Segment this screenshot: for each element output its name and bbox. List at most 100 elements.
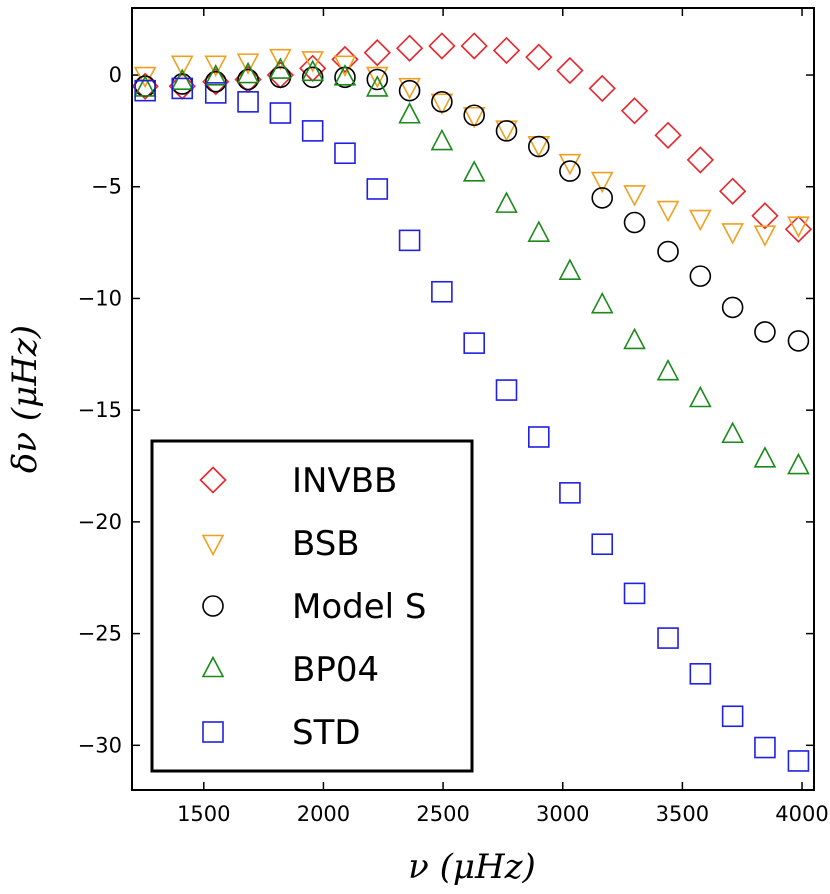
data-point xyxy=(657,240,679,263)
legend-item: STD xyxy=(202,713,361,753)
data-point xyxy=(170,68,194,91)
y-tick-label: −20 xyxy=(78,510,122,534)
data-point xyxy=(460,32,488,60)
data-point xyxy=(463,104,485,127)
y-axis-label: δν (μHz) xyxy=(5,325,45,473)
data-point xyxy=(784,215,813,243)
data-point xyxy=(495,120,518,142)
data-point xyxy=(719,177,747,205)
data-point xyxy=(366,68,389,91)
data-point xyxy=(623,327,646,350)
data-point xyxy=(689,385,712,408)
data-point xyxy=(431,91,453,113)
data-point xyxy=(428,32,456,60)
data-point xyxy=(623,582,646,605)
legend-marker xyxy=(201,534,225,557)
data-point xyxy=(525,43,553,71)
data-point xyxy=(657,627,679,649)
data-point xyxy=(366,178,389,200)
data-point xyxy=(656,358,680,381)
data-point xyxy=(495,379,518,401)
data-point xyxy=(398,79,421,102)
legend-marker xyxy=(201,655,225,678)
data-point xyxy=(591,187,614,209)
data-point xyxy=(492,36,521,65)
data-point xyxy=(559,160,581,182)
data-point xyxy=(591,533,614,556)
legend-label: BSB xyxy=(292,524,360,564)
data-point xyxy=(751,202,779,230)
data-point xyxy=(363,39,391,67)
data-point xyxy=(134,79,156,102)
series-model-s xyxy=(134,66,810,352)
data-point xyxy=(754,321,776,343)
y-tick-label: −5 xyxy=(91,175,122,199)
data-point xyxy=(430,128,454,151)
legend-item: BSB xyxy=(201,524,360,564)
data-point xyxy=(590,171,614,194)
data-point xyxy=(588,74,616,103)
y-tick-label: 0 xyxy=(109,63,122,87)
data-point xyxy=(689,663,712,685)
data-point xyxy=(398,102,421,124)
data-point xyxy=(237,91,259,113)
data-point xyxy=(787,452,810,475)
x-tick-label: 4000 xyxy=(775,802,828,826)
y-tick-label: −10 xyxy=(78,286,122,310)
data-point xyxy=(654,121,682,149)
data-point xyxy=(721,223,744,245)
y-tick-labels: 0 −5 −10 −15 −20 −25 −30 xyxy=(78,63,122,757)
data-point xyxy=(171,77,194,100)
data-point xyxy=(430,93,454,116)
y-tick-label: −15 xyxy=(78,398,122,422)
data-point xyxy=(754,736,776,759)
data-point xyxy=(689,265,712,287)
data-points xyxy=(131,32,813,772)
data-point xyxy=(527,220,551,242)
data-point xyxy=(204,55,228,78)
legend-marker xyxy=(199,466,227,494)
data-point xyxy=(301,120,324,142)
data-point xyxy=(331,45,359,74)
legend-item: Model S xyxy=(202,587,426,627)
series-bp04 xyxy=(133,57,810,475)
data-point xyxy=(686,146,714,174)
data-point xyxy=(753,446,777,468)
data-point xyxy=(721,296,744,319)
legend-marker xyxy=(202,595,224,617)
legend-item: INVBB xyxy=(199,461,397,501)
data-point xyxy=(398,229,421,252)
legend: INVBB BSB Model S BP04 STD xyxy=(150,439,474,773)
data-point xyxy=(721,421,744,444)
data-point xyxy=(365,66,389,89)
x-axis-label: ν (μHz) xyxy=(408,847,536,887)
data-point xyxy=(237,68,259,91)
series-std xyxy=(134,77,810,772)
data-point xyxy=(495,191,518,213)
data-point xyxy=(462,160,486,182)
legend-label: BP04 xyxy=(292,650,379,690)
data-point xyxy=(204,70,227,93)
data-point xyxy=(269,57,292,79)
data-point xyxy=(689,209,712,232)
data-point xyxy=(133,75,157,97)
data-point xyxy=(269,102,292,124)
data-point xyxy=(236,53,260,75)
x-tick-label: 3000 xyxy=(536,802,589,826)
data-point xyxy=(590,291,614,314)
legend-label: STD xyxy=(292,713,361,753)
data-point xyxy=(556,56,584,85)
data-point xyxy=(334,142,356,165)
data-point xyxy=(787,216,810,238)
y-tick-label: −25 xyxy=(78,622,122,646)
data-point xyxy=(787,750,810,772)
series-bsb xyxy=(133,48,810,247)
x-tick-label: 2500 xyxy=(416,802,469,826)
y-tick-label: −30 xyxy=(78,733,122,757)
data-point xyxy=(656,200,680,223)
data-point xyxy=(395,34,424,62)
legend-label: Model S xyxy=(292,587,426,627)
legend-marker xyxy=(202,721,224,743)
plot-frame xyxy=(131,7,815,791)
data-point xyxy=(333,55,357,78)
